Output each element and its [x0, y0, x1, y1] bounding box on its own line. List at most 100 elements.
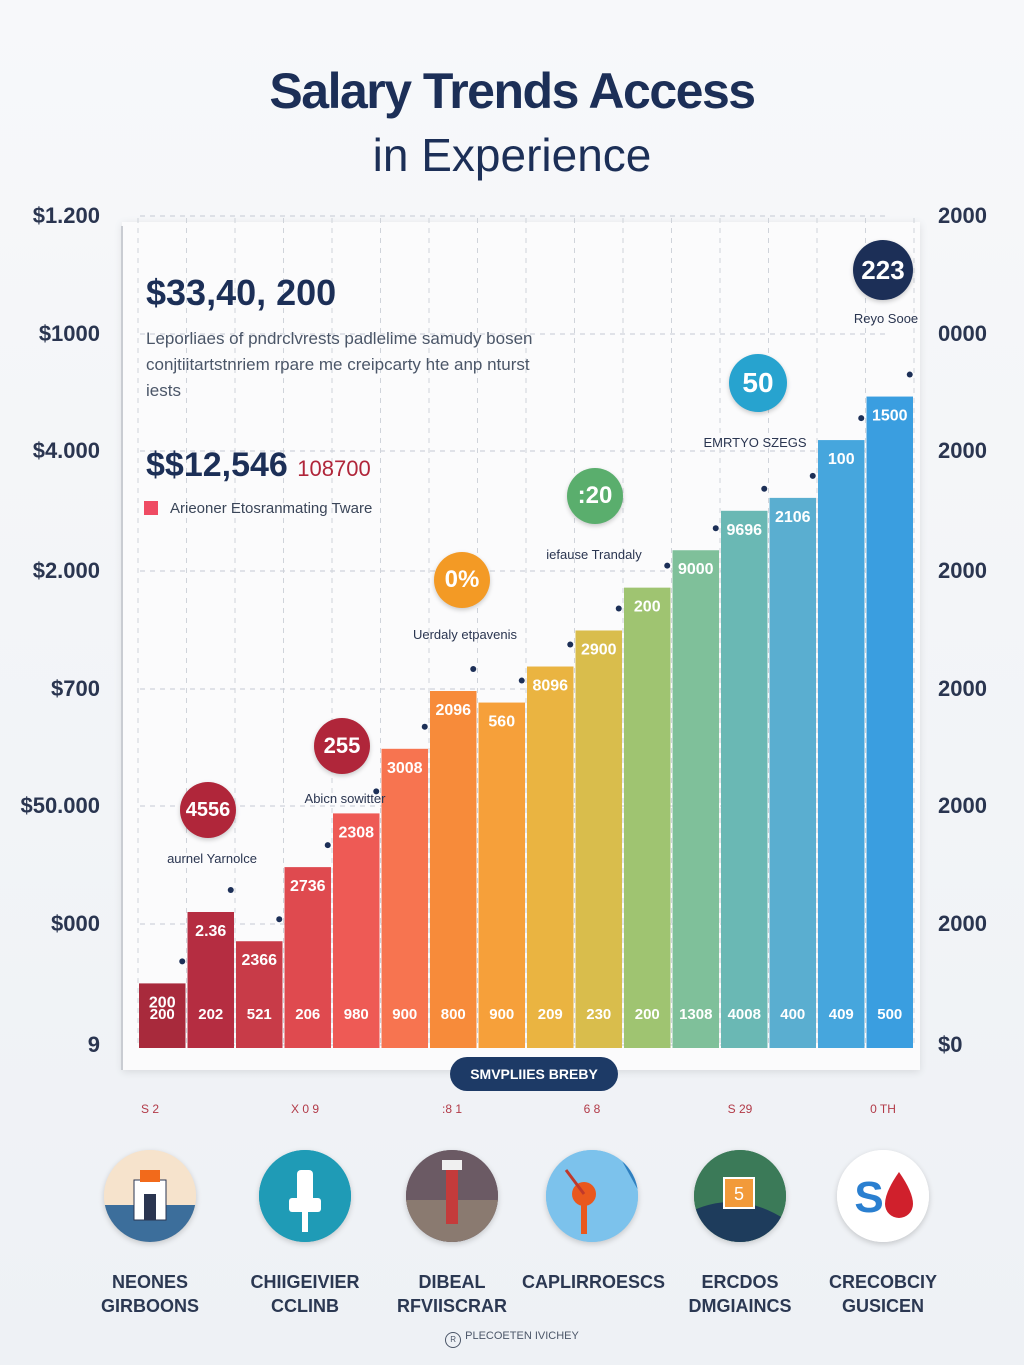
left-axis-tick: $1.200 — [32, 203, 100, 228]
bar-marker — [761, 485, 768, 492]
svg-text:5: 5 — [734, 1184, 744, 1204]
bar-bottom-label: 980 — [344, 1006, 369, 1023]
headline-value: $33,40, 200 — [146, 272, 337, 313]
category-tick: S 2 — [140, 1102, 159, 1116]
bar-top-label: 2106 — [775, 509, 811, 526]
bar-bottom-label: 900 — [489, 1006, 514, 1023]
bar-marker — [615, 605, 622, 612]
annotation-note: aurnel Yarnolce — [167, 851, 257, 866]
bar-top-label: 9000 — [678, 561, 714, 578]
legend-swatch — [144, 501, 158, 515]
bar-bottom-label: 206 — [295, 1006, 320, 1023]
right-axis-tick: 2000 — [938, 793, 987, 818]
category-card[interactable]: X 0 9 CHIIGEIVIER CCLINB — [235, 1102, 375, 1318]
value-badge: 4556 — [180, 782, 236, 838]
bar-bottom-label: 500 — [877, 1006, 902, 1023]
bar — [284, 867, 331, 1048]
bar-marker — [470, 666, 477, 672]
chart-subtitle: in Experience — [372, 129, 652, 181]
bar-marker — [179, 958, 186, 965]
chart-description: Leporliaes of pndrclvrests padlelime sam… — [146, 329, 533, 400]
left-axis-tick: $4.000 — [32, 438, 100, 463]
category-card[interactable]: S 29 5 ERCDOS DMGIAINCS — [670, 1102, 810, 1318]
bar-bottom-label: 200 — [635, 1006, 660, 1023]
bar-bottom-label: 400 — [780, 1006, 805, 1023]
bar-marker — [664, 562, 671, 569]
chart-title: Salary Trends Access — [269, 63, 756, 119]
category-card[interactable]: :8 1 DIBEAL RFVIISCRAR — [382, 1102, 522, 1318]
bar-marker — [567, 641, 574, 648]
secondary-value-suffix: 108700 — [297, 456, 371, 481]
secondary-value: $$12,546 108700 — [146, 446, 371, 485]
right-axis-tick: 2000 — [938, 558, 987, 583]
bar-bottom-label: 409 — [829, 1006, 854, 1023]
bar-top-label: 9696 — [726, 522, 762, 539]
bar-bottom-label: 202 — [198, 1006, 223, 1023]
bar-bottom-label: 800 — [441, 1006, 466, 1023]
bar-bottom-label: 209 — [538, 1006, 563, 1023]
bar — [575, 630, 622, 1048]
category-label: ERCDOS DMGIAINCS — [688, 1272, 792, 1316]
category-card[interactable]: S 2 NEONES GIRBOONS — [80, 1102, 220, 1318]
pin-icon — [546, 1150, 638, 1242]
footer-label: PLECOETEN IVICHEY — [465, 1330, 579, 1342]
annotation-note: Reyo Sooe — [853, 311, 919, 326]
footer-text: R PLECOETEN IVICHEY — [0, 1330, 1024, 1348]
category-card[interactable]: 6 8 CAPLIRROESCS — [522, 1102, 666, 1294]
bar-marker — [809, 472, 816, 479]
bar — [624, 587, 671, 1048]
box-icon: 5 — [694, 1150, 786, 1242]
left-axis-tick: $1000 — [38, 321, 100, 346]
pencil-icon — [406, 1150, 498, 1242]
value-badge: 223 — [853, 240, 913, 300]
category-label: DIBEAL RFVIISCRAR — [396, 1272, 507, 1316]
bar-marker — [906, 371, 913, 378]
bar-marker — [324, 842, 331, 849]
legend: Arieoner Etosranmating Tware — [144, 500, 372, 517]
category-tick: X 0 9 — [290, 1102, 320, 1116]
bar — [430, 691, 477, 1048]
summary-pill[interactable]: SMVPLIIES BREBY — [450, 1057, 618, 1091]
bar-marker — [373, 788, 380, 795]
value-badge: 0% — [434, 552, 490, 608]
bar-top-label: 200 — [149, 994, 176, 1011]
left-axis-tick: $000 — [51, 911, 100, 936]
right-axis-tick: 2000 — [938, 438, 987, 463]
bar-bottom-label: 1308 — [679, 1006, 712, 1023]
left-axis-tick: $50.000 — [20, 793, 100, 818]
bar-top-label: 3008 — [387, 760, 423, 777]
footer-logo-icon: R — [445, 1332, 462, 1348]
category-label: CAPLIRROESCS — [522, 1272, 666, 1292]
right-axis-tick: 2000 — [938, 911, 987, 936]
bar-top-label: 2366 — [241, 952, 277, 969]
bar — [721, 510, 768, 1048]
svg-text:S: S — [854, 1173, 883, 1222]
category-label: NEONES GIRBOONS — [100, 1272, 199, 1316]
left-axis-tick: $2.000 — [32, 558, 100, 583]
annotation-note: EMRTYO SZEGS — [703, 435, 807, 450]
right-axis-tick: 2000 — [938, 203, 987, 228]
bar-top-label: 2900 — [581, 641, 617, 658]
building-icon — [104, 1150, 196, 1242]
bar-top-label: 8096 — [532, 678, 568, 695]
left-axis-tick: 9 — [87, 1032, 100, 1057]
dollar-drop-icon: S — [837, 1150, 929, 1242]
bar — [527, 666, 574, 1048]
category-label: CHIIGEIVIER CCLINB — [250, 1272, 360, 1316]
bar-bottom-label: 4008 — [728, 1006, 761, 1023]
category-tick: 6 8 — [583, 1102, 601, 1116]
bar — [381, 748, 428, 1048]
left-axis-tick: $700 — [51, 676, 100, 701]
category-card[interactable]: 0 TH S CRECOBCIY GUSICEN — [813, 1102, 953, 1318]
annotation-note: iefause Trandaly — [546, 547, 642, 562]
bar — [818, 440, 865, 1049]
bar — [478, 702, 525, 1048]
bar-marker — [421, 723, 428, 730]
plug-icon — [259, 1150, 351, 1242]
bar-marker — [712, 525, 719, 532]
legend-label: Arieoner Etosranmating Tware — [170, 500, 373, 517]
bar — [236, 941, 283, 1048]
bar-top-label: 200 — [634, 599, 661, 616]
secondary-value-main: $$12,546 — [146, 446, 288, 484]
